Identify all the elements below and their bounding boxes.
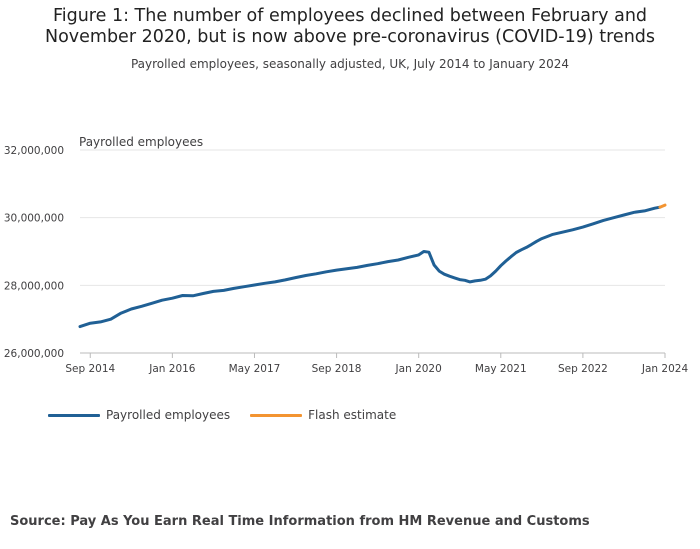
x-tick-label: Jan 2020 <box>395 363 442 375</box>
x-tick-label: Jan 2016 <box>148 363 196 375</box>
legend-swatch-payrolled-employees <box>48 413 100 417</box>
y-tick-label: 32,000,000 <box>4 145 64 157</box>
y-tick-label: 26,000,000 <box>4 348 64 360</box>
y-axis-labels: 26,000,000 28,000,000 30,000,000 32,000,000 <box>4 145 64 360</box>
legend-item-payrolled-employees: Payrolled employees <box>48 408 230 422</box>
x-tick-label: May 2017 <box>229 363 281 375</box>
x-tick-label: Sep 2022 <box>558 363 608 375</box>
legend-label-flash-estimate: Flash estimate <box>308 408 397 422</box>
chart-title: Figure 1: The number of employees declin… <box>0 6 700 48</box>
legend-swatch-flash-estimate <box>250 413 303 417</box>
chart-subtitle: Payrolled employees, seasonally adjusted… <box>130 57 570 71</box>
series-line-flash-estimate <box>658 203 667 209</box>
chart-title-line-2: November 2020, but is now above pre-coro… <box>44 27 656 47</box>
x-axis: Sep 2014 Jan 2016 May 2017 Sep 2018 Jan 2020… <box>65 353 688 375</box>
y-tick-label: 30,000,000 <box>4 213 64 225</box>
source-note: Source: Pay As You Earn Real Time Inform… <box>10 514 590 529</box>
x-tick-label: Sep 2018 <box>312 363 362 375</box>
series-line-payrolled-employees <box>78 205 662 329</box>
y-axis-title: Payrolled employees <box>79 135 204 149</box>
chart-title-line-1: Figure 1: The number of employees declin… <box>52 6 648 26</box>
legend-label-payrolled-employees: Payrolled employees <box>106 408 231 422</box>
gridlines <box>80 149 665 354</box>
x-tick-label: May 2021 <box>475 363 527 375</box>
legend: Payrolled employees Flash estimate <box>48 408 416 422</box>
series-lines <box>78 203 667 329</box>
x-tick-label: Jan 2024 <box>641 363 689 375</box>
y-tick-label: 28,000,000 <box>4 280 64 292</box>
x-tick-label: Sep 2014 <box>65 363 115 375</box>
legend-item-flash-estimate: Flash estimate <box>250 408 396 422</box>
